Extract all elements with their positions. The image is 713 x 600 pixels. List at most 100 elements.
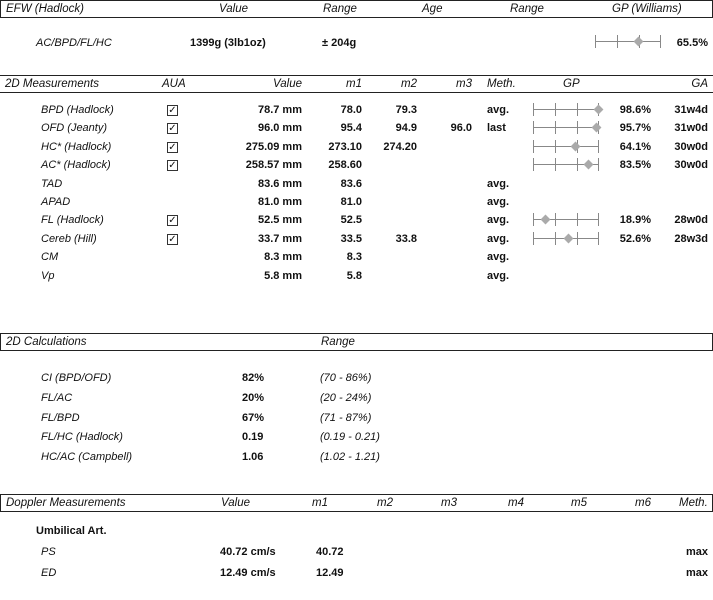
measurement-m1: 273.10 <box>328 140 362 153</box>
efw-col-gp: GP (Williams) <box>612 3 682 15</box>
efw-value: 1399g (3lb1oz) <box>190 37 266 49</box>
measurement-ga: 31w4d <box>674 104 708 116</box>
doppler-m1: 12.49 <box>316 567 344 579</box>
efw-gp-tick <box>595 35 596 48</box>
efw-col-age: Age <box>422 3 443 15</box>
measurement-gp: 98.6% <box>619 104 651 116</box>
measurement-m1: 78.0 <box>340 104 362 116</box>
measurement-gp-marker <box>563 233 574 244</box>
efw-gp-indicator <box>595 35 661 49</box>
measurement-ga: 28w3d <box>674 232 708 245</box>
gp-indicator <box>533 139 599 154</box>
measurement-name: AC* (Hadlock) <box>41 159 111 172</box>
measurement-gp-tick <box>555 158 556 172</box>
efw-gp: 65.5% <box>676 37 708 49</box>
efw-header: EFW (Hadlock) Value Range Age Range GP (… <box>0 0 713 18</box>
measurement-gp-tick <box>555 121 556 135</box>
measurement-m1: 258.60 <box>328 159 362 172</box>
calculation-value: 0.19 <box>242 431 264 444</box>
gp-indicator <box>533 121 602 135</box>
measurement-value: 275.09 mm <box>245 140 302 153</box>
aua-checkbox[interactable]: ✓ <box>167 215 178 227</box>
measurement-gp-tick <box>533 231 534 245</box>
calculation-range: (20 - 24%) <box>320 391 372 404</box>
measurement-value: 5.8 mm <box>264 269 302 282</box>
measurements-title: 2D Measurements <box>5 78 99 90</box>
measurement-gp-marker <box>593 104 604 115</box>
col-m2: m2 <box>401 78 417 90</box>
measurement-m1: 52.5 <box>340 214 362 227</box>
efw-col-range2: Range <box>510 3 544 15</box>
measurement-gp-marker <box>591 122 602 133</box>
measurement-method: avg. <box>487 196 510 208</box>
measurement-gp-line <box>533 164 599 166</box>
calculations-header: 2D Calculations Range <box>0 333 713 351</box>
measurement-value: 83.6 mm <box>257 177 302 190</box>
measurement-method: avg. <box>487 232 510 245</box>
measurement-name: BPD (Hadlock) <box>41 104 114 116</box>
doppler-method: max <box>685 567 708 579</box>
aua-checkbox[interactable]: ✓ <box>167 123 178 135</box>
measurement-value: 33.7 mm <box>257 232 302 245</box>
measurements-header: 2D Measurements AUA Value m1 m2 m3 Meth.… <box>0 75 713 93</box>
measurement-method: avg. <box>487 269 510 282</box>
measurement-m3: 96.0 <box>450 122 472 135</box>
measurement-ga: 30w0d <box>674 159 708 172</box>
measurement-method: avg. <box>487 251 510 264</box>
measurement-value: 78.7 mm <box>257 104 302 116</box>
measurement-gp-tick <box>598 231 599 245</box>
measurement-gp-line <box>533 127 599 129</box>
efw-col-range: Range <box>323 3 357 15</box>
measurement-gp-tick <box>598 213 599 227</box>
calculation-range: (71 - 87%) <box>320 411 372 424</box>
measurement-name: Cereb (Hill) <box>41 232 97 245</box>
efw-name: AC/BPD/FL/HC <box>36 37 112 49</box>
gp-indicator <box>533 213 599 227</box>
measurement-name: TAD <box>41 177 63 190</box>
measurement-gp-line <box>533 145 599 147</box>
calculation-range: (70 - 86%) <box>320 372 372 384</box>
doppler-title: Doppler Measurements <box>6 497 126 509</box>
col-gp: GP <box>563 78 580 90</box>
measurement-gp-tick <box>598 158 599 172</box>
aua-checkbox[interactable]: ✓ <box>167 233 178 245</box>
measurement-gp: 95.7% <box>619 122 651 135</box>
calculation-range: (0.19 - 0.21) <box>320 431 380 444</box>
measurement-name: HC* (Hadlock) <box>41 140 112 153</box>
measurement-ga: 31w0d <box>674 122 708 135</box>
measurement-gp-tick <box>577 158 578 172</box>
measurement-gp-tick <box>555 231 556 245</box>
aua-checkbox[interactable]: ✓ <box>167 160 178 172</box>
dop-col-m2: m2 <box>377 497 393 509</box>
calculation-value: 67% <box>242 411 265 424</box>
aua-checkbox[interactable]: ✓ <box>167 141 178 153</box>
measurement-gp-tick <box>598 139 599 153</box>
calc-col-range: Range <box>321 336 355 348</box>
efw-gp-line <box>595 41 661 42</box>
dop-col-m3: m3 <box>441 497 457 509</box>
measurement-gp-tick <box>533 213 534 227</box>
col-m3: m3 <box>456 78 472 90</box>
measurement-gp-tick <box>555 103 556 116</box>
measurement-m1: 5.8 <box>346 269 362 282</box>
doppler-name: ED <box>41 567 57 579</box>
efw-gp-tick <box>617 35 618 48</box>
gp-indicator <box>533 103 604 117</box>
measurement-name: FL (Hadlock) <box>41 214 104 227</box>
measurement-name: Vp <box>41 269 55 282</box>
measurement-gp-line <box>533 109 599 110</box>
efw-col-value: Value <box>219 3 248 15</box>
measurement-gp-tick <box>533 139 534 153</box>
aua-checkbox[interactable]: ✓ <box>167 105 178 116</box>
measurement-value: 52.5 mm <box>257 214 302 227</box>
measurement-gp-marker <box>570 141 581 152</box>
measurement-gp-tick <box>555 139 556 153</box>
col-aua: AUA <box>162 78 186 90</box>
measurement-m1: 95.4 <box>340 122 362 135</box>
dop-col-m1: m1 <box>312 497 328 509</box>
doppler-name: PS <box>41 546 56 558</box>
measurement-gp: 18.9% <box>619 214 651 227</box>
measurement-method: last <box>487 122 506 135</box>
measurement-gp: 64.1% <box>619 140 651 153</box>
measurement-value: 8.3 mm <box>264 251 302 264</box>
